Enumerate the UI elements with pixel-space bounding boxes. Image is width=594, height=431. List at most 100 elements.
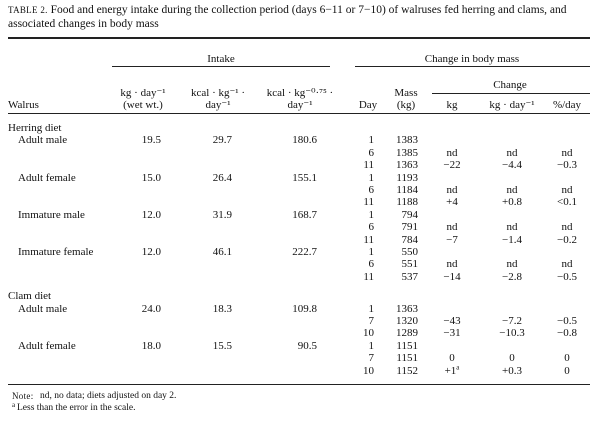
- pct-day-change: 0: [564, 352, 570, 365]
- mass: 1383: [396, 134, 418, 147]
- intake-value: 155.1: [292, 171, 317, 184]
- day: 1: [368, 134, 375, 147]
- header-pct-day: %/day: [552, 99, 582, 111]
- kg-change: nd: [446, 146, 458, 159]
- kg-change: 0: [449, 352, 455, 365]
- day: 1: [368, 246, 375, 258]
- header-walrus: Walrus: [8, 99, 39, 111]
- group-label: Clam diet: [8, 290, 52, 303]
- footnote-marker: a: [12, 401, 16, 409]
- pct-day-change: nd: [561, 258, 573, 271]
- day: 11: [363, 159, 374, 172]
- intake-value: 31.9: [212, 208, 232, 221]
- header-kg: kg: [446, 99, 458, 111]
- kg-change: −7: [446, 233, 458, 246]
- pct-day-change: nd: [561, 221, 573, 234]
- mass: 1193: [396, 171, 418, 184]
- kg-day-change: −7.2: [502, 315, 522, 327]
- table-label: TABLE 2.: [8, 5, 48, 15]
- mass: 1363: [396, 159, 418, 172]
- walrus-name: Adult male: [18, 134, 68, 147]
- intake-value: 12.0: [141, 208, 161, 221]
- day: 1: [368, 302, 375, 315]
- header-change-body-mass: Change in body mass: [424, 53, 520, 65]
- header-mass: (kg): [396, 99, 416, 111]
- table-caption: TABLE 2. Food and energy intake during t…: [8, 3, 588, 31]
- note-text: nd, no data; diets adjusted on day 2.: [40, 391, 177, 401]
- kg-day-change: −1.4: [502, 233, 522, 246]
- intake-value: 12.0: [141, 246, 161, 258]
- day: 1: [368, 339, 375, 352]
- kg-change: −43: [443, 315, 461, 327]
- intake-value: 18.3: [212, 302, 232, 315]
- intake-value: 222.7: [292, 246, 317, 258]
- pct-day-change: −0.5: [557, 315, 577, 327]
- header-intake-kg: kg · day⁻¹: [120, 87, 166, 99]
- kg-change: nd: [446, 221, 458, 234]
- kg-day-change: nd: [506, 258, 518, 271]
- mass: 537: [401, 270, 419, 283]
- kg-day-change: −10.3: [499, 327, 525, 340]
- intake-value: 90.5: [297, 339, 317, 352]
- intake-value: 109.8: [292, 302, 317, 315]
- mass: 1385: [396, 146, 418, 159]
- intake-value: 18.0: [141, 339, 161, 352]
- footnote-marker: a: [456, 362, 460, 371]
- day: 6: [368, 221, 375, 234]
- note-label: Note:: [12, 391, 34, 401]
- pct-day-change: −0.8: [557, 327, 577, 340]
- header-intake-kg: (wet wt.): [123, 99, 163, 111]
- pct-day-change: −0.3: [557, 159, 577, 172]
- pct-day-change: −0.5: [557, 270, 577, 283]
- day: 7: [368, 352, 375, 365]
- walrus-name: Adult female: [18, 339, 76, 352]
- walrus-name: Immature male: [18, 208, 85, 221]
- header-intake-kcal-075: day⁻¹: [287, 99, 313, 111]
- kg-change: nd: [446, 258, 458, 271]
- footnote-text: Less than the error in the scale.: [17, 403, 136, 413]
- day: 10: [363, 364, 374, 377]
- intake-value: 180.6: [292, 134, 317, 147]
- mass: 550: [401, 246, 419, 258]
- day: 10: [363, 327, 374, 340]
- pct-day-change: 0: [564, 364, 570, 377]
- bottom-rule: [8, 384, 590, 385]
- intake-value: 15.0: [141, 171, 161, 184]
- mass: 1188: [396, 196, 418, 209]
- intake-rule: [112, 66, 330, 67]
- kg-change: −31: [443, 327, 461, 340]
- kg-change: −14: [443, 270, 461, 283]
- mass: 794: [401, 208, 419, 221]
- kg-day-change: 0: [509, 352, 515, 365]
- intake-value: 168.7: [292, 208, 317, 221]
- intake-value: 29.7: [212, 134, 232, 147]
- walrus-name: Immature female: [18, 246, 94, 258]
- header-kg-day: kg · day⁻¹: [489, 99, 535, 111]
- mass: 1320: [396, 315, 418, 327]
- pct-day-change: <0.1: [557, 196, 577, 209]
- day: 11: [363, 196, 374, 209]
- day: 6: [368, 184, 375, 196]
- kg-change: −22: [443, 159, 461, 172]
- top-rule: [8, 37, 590, 39]
- day: 6: [368, 146, 375, 159]
- header-mass: Mass: [394, 87, 418, 99]
- kg-day-change: +0.3: [502, 364, 522, 377]
- pct-day-change: −0.2: [557, 233, 577, 246]
- header-intake: Intake: [207, 53, 235, 65]
- kg-change: +4: [446, 196, 458, 209]
- day: 6: [368, 258, 375, 271]
- kg-day-change: −2.8: [502, 270, 522, 283]
- walrus-name: Adult male: [18, 302, 68, 315]
- mass: 551: [401, 258, 419, 271]
- kg-day-change: nd: [506, 221, 518, 234]
- header-day: Day: [358, 99, 378, 111]
- day: 1: [368, 208, 375, 221]
- mass: 1363: [396, 302, 418, 315]
- header-rule: [8, 113, 590, 114]
- mass: 1151: [396, 352, 418, 365]
- intake-value: 24.0: [141, 302, 161, 315]
- day: 1: [368, 171, 375, 184]
- intake-value: 26.4: [212, 171, 232, 184]
